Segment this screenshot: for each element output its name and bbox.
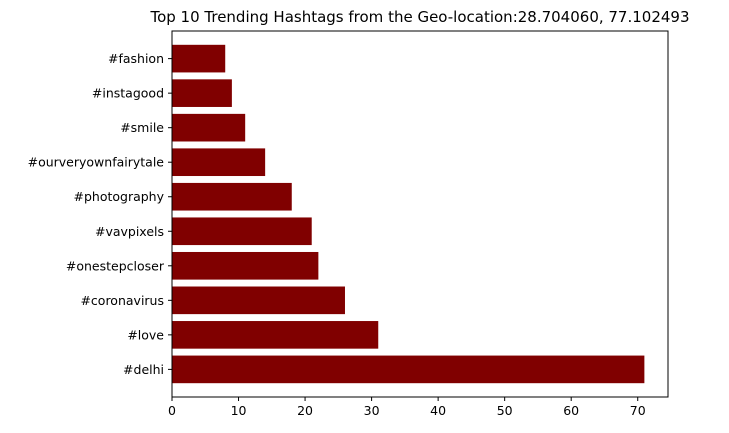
bar-ourveryownfairytale bbox=[172, 148, 266, 177]
plot-frame bbox=[171, 30, 669, 398]
x-tick-label: 20 bbox=[297, 403, 313, 418]
bars-group bbox=[172, 44, 645, 384]
bar-fashion bbox=[172, 44, 226, 73]
y-tick-label: #photography bbox=[73, 189, 164, 204]
chart-title: Top 10 Trending Hashtags from the Geo-lo… bbox=[149, 8, 689, 26]
y-tick-label: #delhi bbox=[123, 362, 164, 377]
bar-vavpixels bbox=[172, 217, 312, 246]
y-tick-label: #smile bbox=[120, 120, 164, 135]
y-tick-label: #instagood bbox=[92, 86, 164, 101]
bar-onestepcloser bbox=[172, 251, 319, 280]
x-tick-label: 40 bbox=[430, 403, 446, 418]
y-axis: #delhi #love #coronavirus #onestepcloser #va… bbox=[28, 51, 172, 377]
y-tick-label: #fashion bbox=[108, 51, 164, 66]
x-tick-label: 30 bbox=[364, 403, 380, 418]
y-tick-label: #vavpixels bbox=[95, 224, 164, 239]
x-tick-label: 10 bbox=[231, 403, 247, 418]
y-tick-label: #onestepcloser bbox=[66, 258, 165, 273]
bar-coronavirus bbox=[172, 286, 345, 315]
y-tick-label: #love bbox=[127, 327, 164, 342]
bar-photography bbox=[172, 182, 292, 211]
x-tick-label: 60 bbox=[563, 403, 579, 418]
y-tick-label: #coronavirus bbox=[80, 293, 164, 308]
x-axis: 0 10 20 30 40 50 60 70 bbox=[168, 397, 646, 418]
x-tick-label: 70 bbox=[630, 403, 646, 418]
bar-smile bbox=[172, 113, 246, 142]
bar-love bbox=[172, 321, 379, 349]
x-tick-label: 0 bbox=[168, 403, 176, 418]
x-tick-label: 50 bbox=[497, 403, 513, 418]
y-tick-label: #ourveryownfairytale bbox=[28, 155, 165, 170]
bar-delhi bbox=[172, 355, 645, 384]
bar-instagood bbox=[172, 79, 232, 107]
